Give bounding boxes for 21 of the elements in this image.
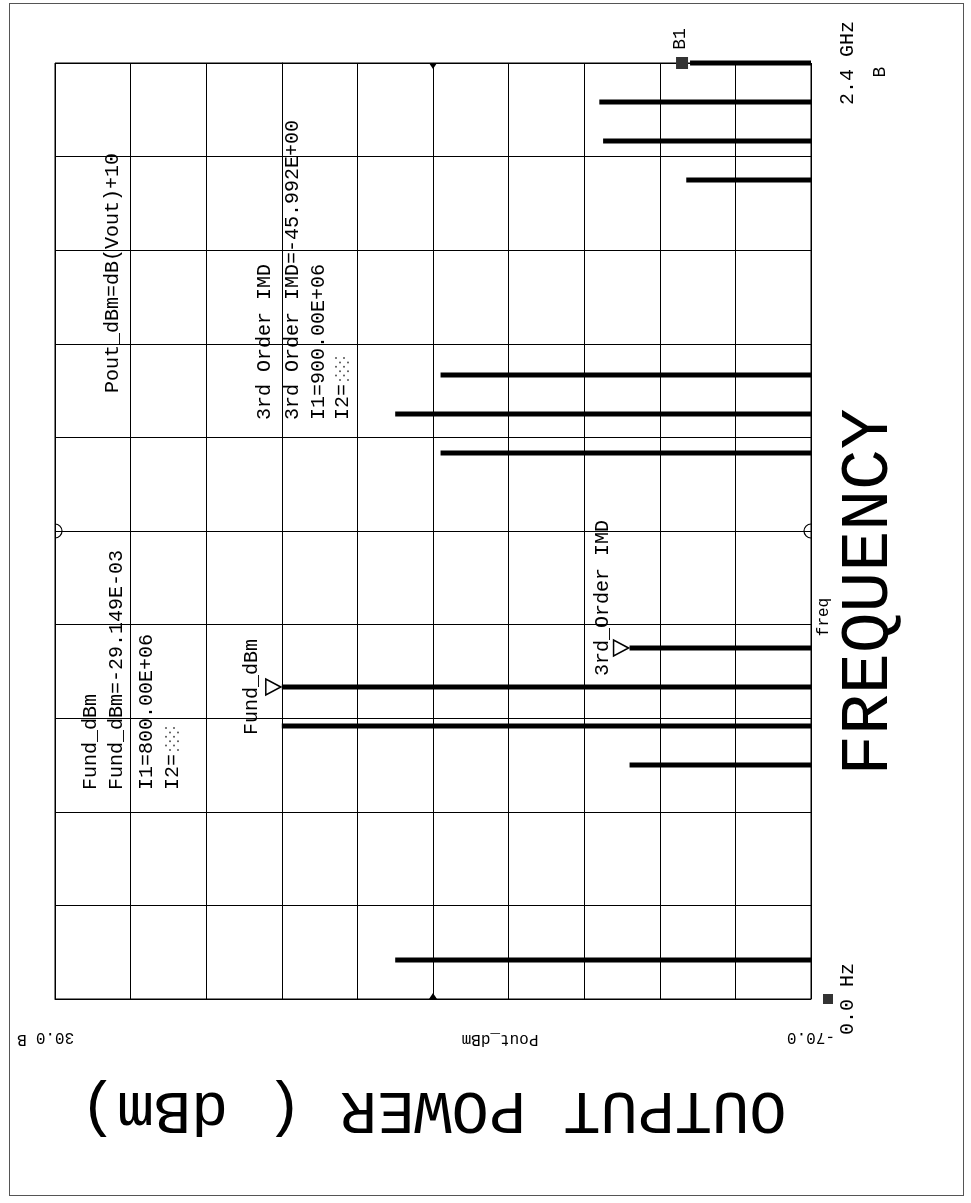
annotation: Pout_dBm=dB(Vout)+10 [100, 152, 124, 393]
text: Pout_dBm [461, 1030, 539, 1048]
annotation: I2= [160, 753, 184, 790]
x-axis-title: OUTPUT POWER ( dBm) [79, 1073, 787, 1145]
annotation: I2= [330, 383, 354, 420]
x-tick-label: -70.0 [786, 1028, 836, 1046]
y-tick-label: 0.0 Hz [835, 962, 859, 1036]
annotation: Fund_dBm [78, 693, 102, 790]
annotation: B1 [670, 28, 691, 50]
x-tick-label: 30.0 [35, 1028, 75, 1046]
annotation: Fund_dBm=-29.149E-03 [104, 549, 128, 790]
text: B [870, 66, 890, 78]
annotation: 3rd Order IMD=-45.992E+00 [280, 119, 304, 420]
y-tick-label: 2.4 GHz [835, 20, 859, 106]
annotation: 3rd Order IMD [252, 263, 276, 420]
annotation: I1=900.00E+06 [306, 263, 330, 420]
annotation: Fund_dBm [240, 638, 264, 736]
text: freq [815, 597, 833, 637]
text: B [17, 1030, 27, 1048]
annotation: 3rd_Order IMD [591, 519, 615, 677]
annotation: I1=800.00E+06 [134, 633, 158, 790]
